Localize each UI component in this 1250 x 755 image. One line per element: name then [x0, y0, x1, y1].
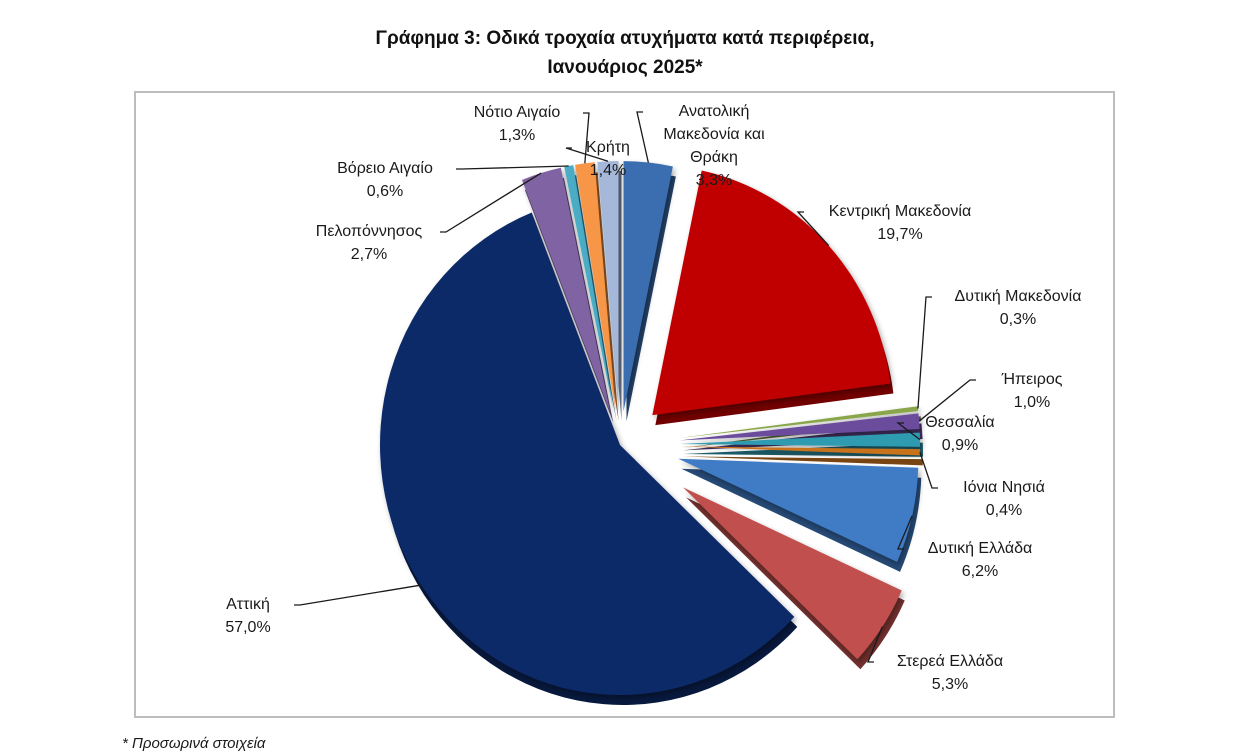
chart-title-line1: Γράφημα 3: Οδικά τροχαία ατυχήματα κατά … [375, 28, 875, 49]
pie-slice [652, 170, 891, 416]
data-label-value: 57,0% [225, 619, 271, 636]
data-label-value: 1,4% [589, 162, 627, 179]
pie-slice [678, 458, 919, 562]
data-label-name: Δυτική Ελλάδα [927, 540, 1033, 557]
leader-line [896, 422, 921, 441]
data-label-value: 0,4% [985, 502, 1023, 519]
data-label-name: Ήπειρος [1001, 371, 1063, 388]
chart-title: Γράφημα 3: Οδικά τροχαία ατυχήματα κατά … [0, 24, 1250, 82]
footnote: * Προσωρινά στοιχεία [122, 735, 266, 752]
data-label-value: 5,3% [931, 676, 969, 693]
pie-slices [380, 161, 923, 705]
data-label: Στερεά Ελλάδα 5,3% [870, 650, 1030, 696]
pie-slice [575, 162, 616, 412]
leader-line [917, 296, 932, 409]
data-label: Νότιο Αιγαίο 1,3% [447, 101, 587, 147]
pie-slice [679, 446, 920, 456]
data-label: Θεσσαλία 0,9% [900, 411, 1020, 457]
data-label: Αττική 57,0% [198, 593, 298, 639]
data-label-name: Ανατολική [678, 103, 750, 120]
data-label-name: Δυτική Μακεδονία [954, 288, 1082, 305]
leader-line [897, 515, 913, 550]
leader-line [440, 172, 542, 233]
data-label: Δυτική Μακεδονία 0,3% [928, 285, 1108, 331]
data-label-name: Θράκη [690, 149, 738, 166]
data-label-value: 1,0% [1013, 394, 1051, 411]
data-label-name: Πελοπόννησος [315, 223, 423, 240]
leader-line [583, 112, 590, 164]
data-label-name: Μακεδονία και [663, 126, 765, 143]
data-label-name: Στερεά Ελλάδα [896, 653, 1004, 670]
data-label: Ανατολική Μακεδονία και Θράκη 3,3% [639, 100, 789, 192]
leader-line [636, 111, 649, 163]
pie-slice [623, 161, 673, 412]
data-label-name: Αττική [226, 596, 270, 613]
data-label-name: Κεντρική Μακεδονία [828, 203, 972, 220]
leader-line [565, 147, 609, 162]
leader-line [919, 452, 938, 489]
leader-line [867, 626, 883, 663]
data-label-value: 0,6% [366, 183, 404, 200]
data-label-name: Βόρειο Αιγαίο [337, 160, 433, 177]
data-label: Κεντρική Μακεδονία 19,7% [800, 200, 1000, 246]
pie-slice [564, 165, 614, 412]
leader-line [918, 379, 976, 422]
data-label-name: Ιόνια Νησιά [963, 479, 1045, 496]
data-label-value: 0,9% [941, 437, 979, 454]
chart-frame [134, 91, 1115, 718]
pie-slice [679, 413, 920, 441]
data-label: Ιόνια Νησιά 0,4% [934, 476, 1074, 522]
leader-line [456, 165, 569, 170]
data-label: Πελοπόννησος 2,7% [294, 220, 444, 266]
data-label: Ήπειρος 1,0% [972, 368, 1092, 414]
data-label-value: 3,3% [695, 172, 733, 189]
leader-lines [294, 111, 976, 663]
data-label-name: Θεσσαλία [925, 414, 995, 431]
data-label: Δυτική Ελλάδα 6,2% [900, 537, 1060, 583]
pie-slice [679, 406, 919, 438]
pie-slice [597, 161, 619, 412]
pie-slice [683, 487, 902, 660]
leader-line [796, 211, 830, 247]
data-label: Βόρειο Αιγαίο 0,6% [310, 157, 460, 203]
data-label-value: 19,7% [877, 226, 923, 243]
data-label-value: 1,3% [498, 127, 536, 144]
pie-slice-side [682, 456, 923, 466]
data-label-value: 2,7% [350, 246, 388, 263]
data-label-name: Νότιο Αιγαίο [473, 104, 561, 121]
data-label-name: Κρήτη [586, 139, 630, 156]
data-label-value: 0,3% [999, 311, 1037, 328]
pie-slice [679, 432, 920, 447]
pie-slice [521, 167, 611, 413]
leader-line [294, 584, 422, 606]
chart-title-line2: Ιανουάριος 2025* [547, 57, 703, 78]
pie-slice [380, 212, 795, 695]
data-label: Κρήτη 1,4% [568, 136, 648, 182]
data-label-value: 6,2% [961, 563, 999, 580]
